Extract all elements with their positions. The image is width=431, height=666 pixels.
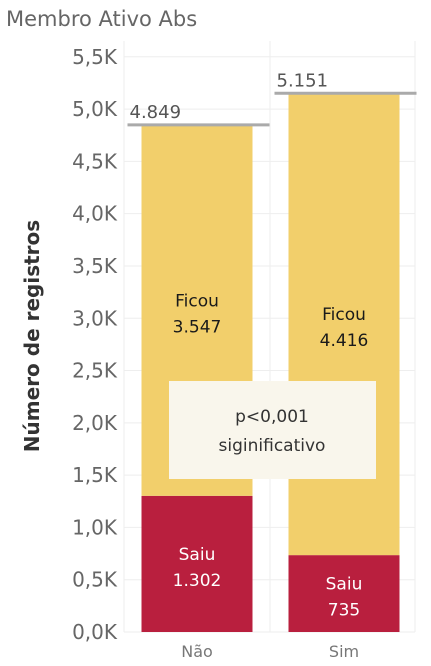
- y-tick-label: 5,0K: [72, 97, 118, 121]
- y-tick-label: 2,0K: [72, 411, 118, 435]
- annotation-box: [169, 381, 376, 479]
- y-tick-label: 4,0K: [72, 202, 118, 226]
- annotation-line-1: p<0,001: [235, 407, 309, 427]
- segment-series-label: Ficou: [175, 291, 219, 311]
- chart-title: Membro Ativo Abs: [6, 7, 197, 31]
- y-tick-label: 5,5K: [72, 45, 118, 69]
- segment-value-label: 735: [328, 601, 360, 621]
- y-tick-label: 3,5K: [72, 254, 118, 278]
- y-axis-ticks: 0,0K 0,5K 1,0K 1,5K 2,0K 2,5K 3,0K 3,5K 4,0K 4,5K…: [72, 45, 118, 644]
- y-tick-label: 3,0K: [72, 306, 118, 330]
- significance-annotation: p<0,001 siginificativo: [169, 381, 376, 479]
- segment-series-label: Ficou: [322, 305, 366, 325]
- bars: Saiu 1.302 Ficou 3.547 4.849 Saiu 735 Ficou 4.41…: [127, 70, 417, 632]
- y-tick-label: 0,5K: [72, 568, 118, 592]
- segment-value-label: 3.547: [173, 317, 222, 337]
- segment-series-label: Saiu: [326, 575, 363, 595]
- total-label: 5.151: [277, 70, 329, 91]
- segment-value-label: 4.416: [320, 331, 369, 351]
- bar-saiu: [288, 555, 400, 632]
- segment-series-label: Saiu: [179, 545, 216, 565]
- y-tick-label: 2,5K: [72, 359, 118, 383]
- y-tick-label: 1,0K: [72, 515, 118, 539]
- x-axis-ticks: Não Sim: [181, 642, 359, 661]
- y-tick-label: 0,0K: [72, 620, 118, 644]
- bar-saiu: [141, 495, 253, 632]
- y-tick-label: 4,5K: [72, 149, 118, 173]
- y-axis-label: Número de registros: [20, 220, 44, 452]
- annotation-line-2: siginificativo: [219, 436, 326, 456]
- x-tick-label: Não: [181, 642, 213, 661]
- y-tick-label: 1,5K: [72, 463, 118, 487]
- segment-value-label: 1.302: [173, 571, 222, 591]
- total-label: 4.849: [130, 102, 182, 123]
- x-tick-label: Sim: [329, 642, 359, 661]
